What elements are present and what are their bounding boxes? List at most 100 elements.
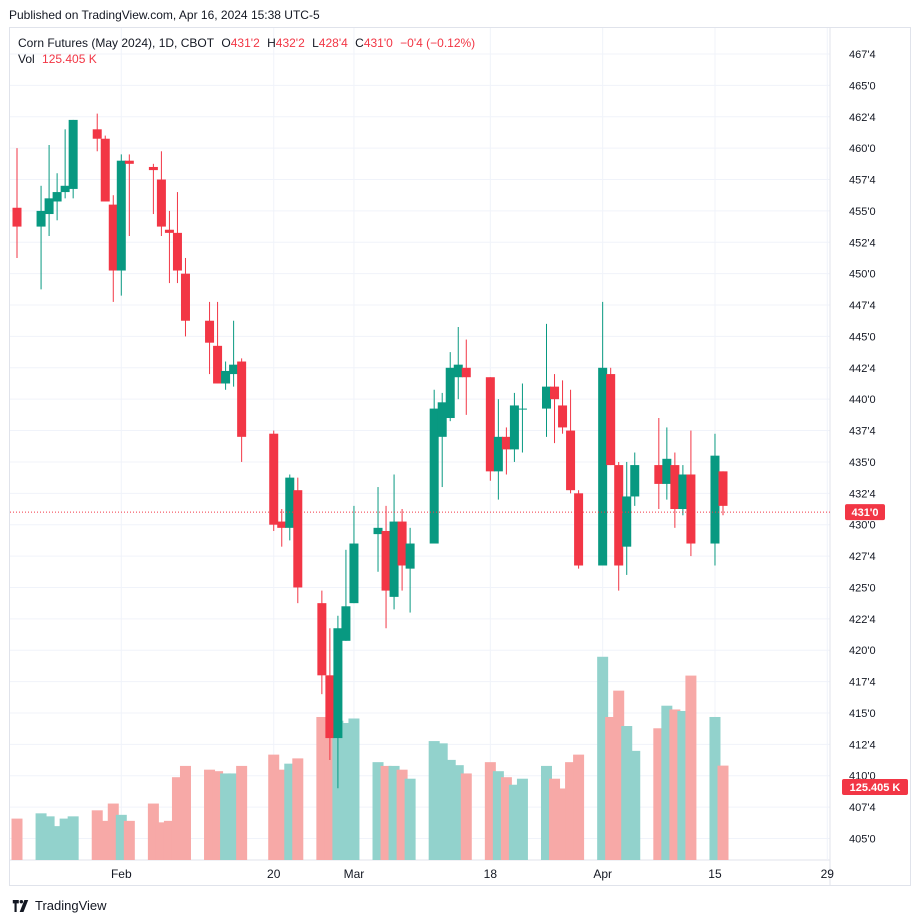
volume-bar: [444, 759, 456, 860]
volume-bar: [236, 765, 248, 860]
legend-open: 431'2: [230, 36, 260, 50]
candle-body: [485, 377, 495, 472]
candle-body: [453, 364, 463, 378]
time-tick-label: 29: [821, 867, 835, 881]
volume-bar: [613, 690, 625, 860]
last-volume-label: 125.405 K: [850, 782, 901, 794]
volume-bar: [35, 813, 47, 860]
chart-grid: [10, 28, 831, 885]
candle-body: [205, 320, 215, 343]
candle-body: [333, 628, 343, 739]
volume-bar: [348, 718, 360, 860]
volume-bar: [460, 773, 472, 860]
volume-bar: [220, 773, 232, 860]
candle-body: [44, 198, 54, 215]
candle-body: [718, 471, 728, 506]
legend-low: 428'4: [318, 36, 348, 50]
tradingview-logo-icon: [12, 899, 29, 912]
last-volume-tag: [842, 779, 908, 795]
candle-body: [164, 229, 174, 233]
volume-bar: [516, 778, 528, 860]
candle-body: [325, 675, 335, 739]
candle-body: [60, 185, 70, 193]
time-axis: Feb 20 Mar 18 Apr 15 29: [111, 867, 834, 881]
candle-body: [156, 179, 166, 227]
candle-body: [509, 405, 519, 450]
volume-bar: [99, 820, 111, 860]
time-tick-label: 18: [484, 867, 498, 881]
volume-bar: [629, 750, 641, 860]
candle-body: [172, 232, 182, 271]
time-tick-label: 15: [708, 867, 722, 881]
candle-body: [285, 477, 295, 528]
candle-body: [52, 192, 62, 202]
price-tick-label: 427'4: [849, 551, 876, 563]
candle-body: [349, 543, 359, 604]
candle-body: [550, 386, 560, 400]
price-tick-label: 415'0: [849, 708, 876, 720]
price-tick-label: 450'0: [849, 269, 876, 281]
volume-bar: [380, 765, 392, 860]
volume-bar: [91, 810, 103, 860]
price-tick-label: 417'4: [849, 677, 876, 689]
legend-volume: Vol 125.405 K: [18, 52, 101, 66]
candle-body: [429, 408, 439, 544]
candle-body: [277, 521, 287, 528]
candle-body: [542, 386, 551, 409]
candle-body: [606, 374, 616, 466]
candle-body: [389, 521, 399, 597]
volume-bar: [709, 716, 721, 860]
candlestick-chart[interactable]: 467'4 465'0 462'4 460'0 457'4 455'0 452'4 450'0…: [0, 0, 921, 890]
candle-body: [180, 273, 190, 321]
candle-body: [116, 160, 126, 271]
volume-bar: [677, 710, 689, 860]
volume-bar: [284, 763, 296, 860]
candle-body: [317, 603, 327, 676]
volume-bar: [268, 754, 280, 860]
candle-body: [517, 408, 527, 410]
volume-bar: [436, 743, 448, 860]
candle-body: [124, 160, 134, 164]
volume-bar: [661, 705, 673, 860]
price-tick-label: 412'4: [849, 739, 876, 751]
price-tick-label: 457'4: [849, 175, 876, 187]
candle-body: [148, 166, 158, 171]
candle-body: [269, 433, 279, 525]
price-tick-label: 445'0: [849, 331, 876, 343]
volume-bar: [212, 771, 224, 860]
volume-bar: [340, 723, 352, 860]
chart-frame[interactable]: [9, 27, 911, 886]
volume-bar: [717, 765, 729, 860]
last-price-tag: [845, 504, 885, 521]
candle-body: [493, 436, 503, 472]
volume-bar: [228, 773, 240, 860]
volume-bar: [292, 758, 304, 860]
candle-body: [36, 210, 46, 227]
price-tick-label: 442'4: [849, 363, 876, 375]
volume-bar: [549, 778, 561, 860]
last-price-label: 431'0: [851, 507, 878, 519]
candle-body: [566, 430, 576, 491]
price-tick-label: 440'0: [849, 394, 876, 406]
volume-bar: [332, 720, 344, 860]
volume-bar: [67, 816, 79, 860]
volume-bar: [404, 778, 416, 860]
volume-bar: [324, 724, 336, 860]
time-tick-label: 20: [267, 867, 281, 881]
price-tick-label: 422'4: [849, 614, 876, 626]
volume-bars: [11, 656, 729, 860]
candle-body: [662, 458, 672, 484]
price-tick-label: 462'4: [849, 112, 876, 124]
volume-bar: [147, 803, 159, 860]
candle-body: [630, 465, 640, 497]
legend-symbol: Corn Futures (May 2024), 1D, CBOT: [18, 36, 215, 50]
price-tick-label: 425'0: [849, 582, 876, 594]
volume-bar: [396, 769, 408, 860]
price-tick-label: 432'4: [849, 488, 876, 500]
tradingview-brand[interactable]: TradingView: [12, 898, 107, 913]
candle-body: [373, 527, 383, 535]
volume-bar: [123, 820, 135, 860]
price-tick-label: 465'0: [849, 80, 876, 92]
volume-bar: [155, 822, 167, 860]
legend-close-label: C: [355, 36, 364, 50]
